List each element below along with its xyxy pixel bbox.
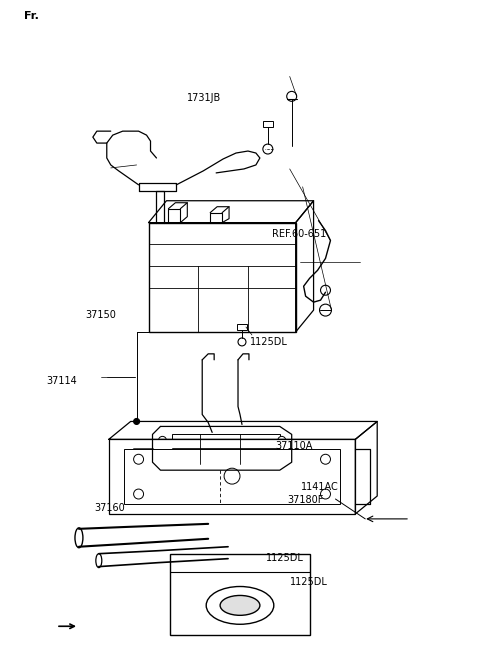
Bar — [170, 554, 310, 635]
Bar — [124, 449, 340, 504]
Text: 1141AC: 1141AC — [301, 482, 339, 491]
Text: 1731JB: 1731JB — [187, 93, 221, 103]
Bar — [172, 434, 280, 464]
Circle shape — [320, 304, 332, 316]
Ellipse shape — [96, 554, 102, 568]
Circle shape — [224, 468, 240, 484]
Circle shape — [133, 454, 144, 464]
Ellipse shape — [75, 528, 83, 548]
Text: 37114: 37114 — [47, 376, 77, 386]
Circle shape — [321, 489, 330, 499]
Circle shape — [158, 436, 167, 444]
Bar — [263, 121, 273, 127]
Text: 37150: 37150 — [85, 311, 116, 321]
Bar — [109, 440, 355, 514]
Text: Fr.: Fr. — [24, 11, 39, 21]
Ellipse shape — [206, 587, 274, 624]
Ellipse shape — [220, 595, 260, 616]
Text: 37110A: 37110A — [276, 441, 313, 451]
Text: REF.60-651: REF.60-651 — [273, 229, 327, 239]
Bar — [148, 223, 296, 332]
Circle shape — [287, 91, 297, 101]
Circle shape — [133, 419, 140, 424]
Text: 1125DL: 1125DL — [250, 336, 288, 346]
Text: 37160: 37160 — [95, 503, 125, 513]
Circle shape — [133, 489, 144, 499]
Circle shape — [238, 338, 246, 346]
Text: 37180F: 37180F — [288, 495, 324, 505]
Text: 1125DL: 1125DL — [290, 577, 328, 587]
Circle shape — [321, 285, 330, 295]
Circle shape — [263, 144, 273, 154]
Bar — [237, 324, 247, 330]
Circle shape — [321, 454, 330, 464]
Text: 1125DL: 1125DL — [266, 553, 304, 564]
Circle shape — [278, 436, 286, 444]
